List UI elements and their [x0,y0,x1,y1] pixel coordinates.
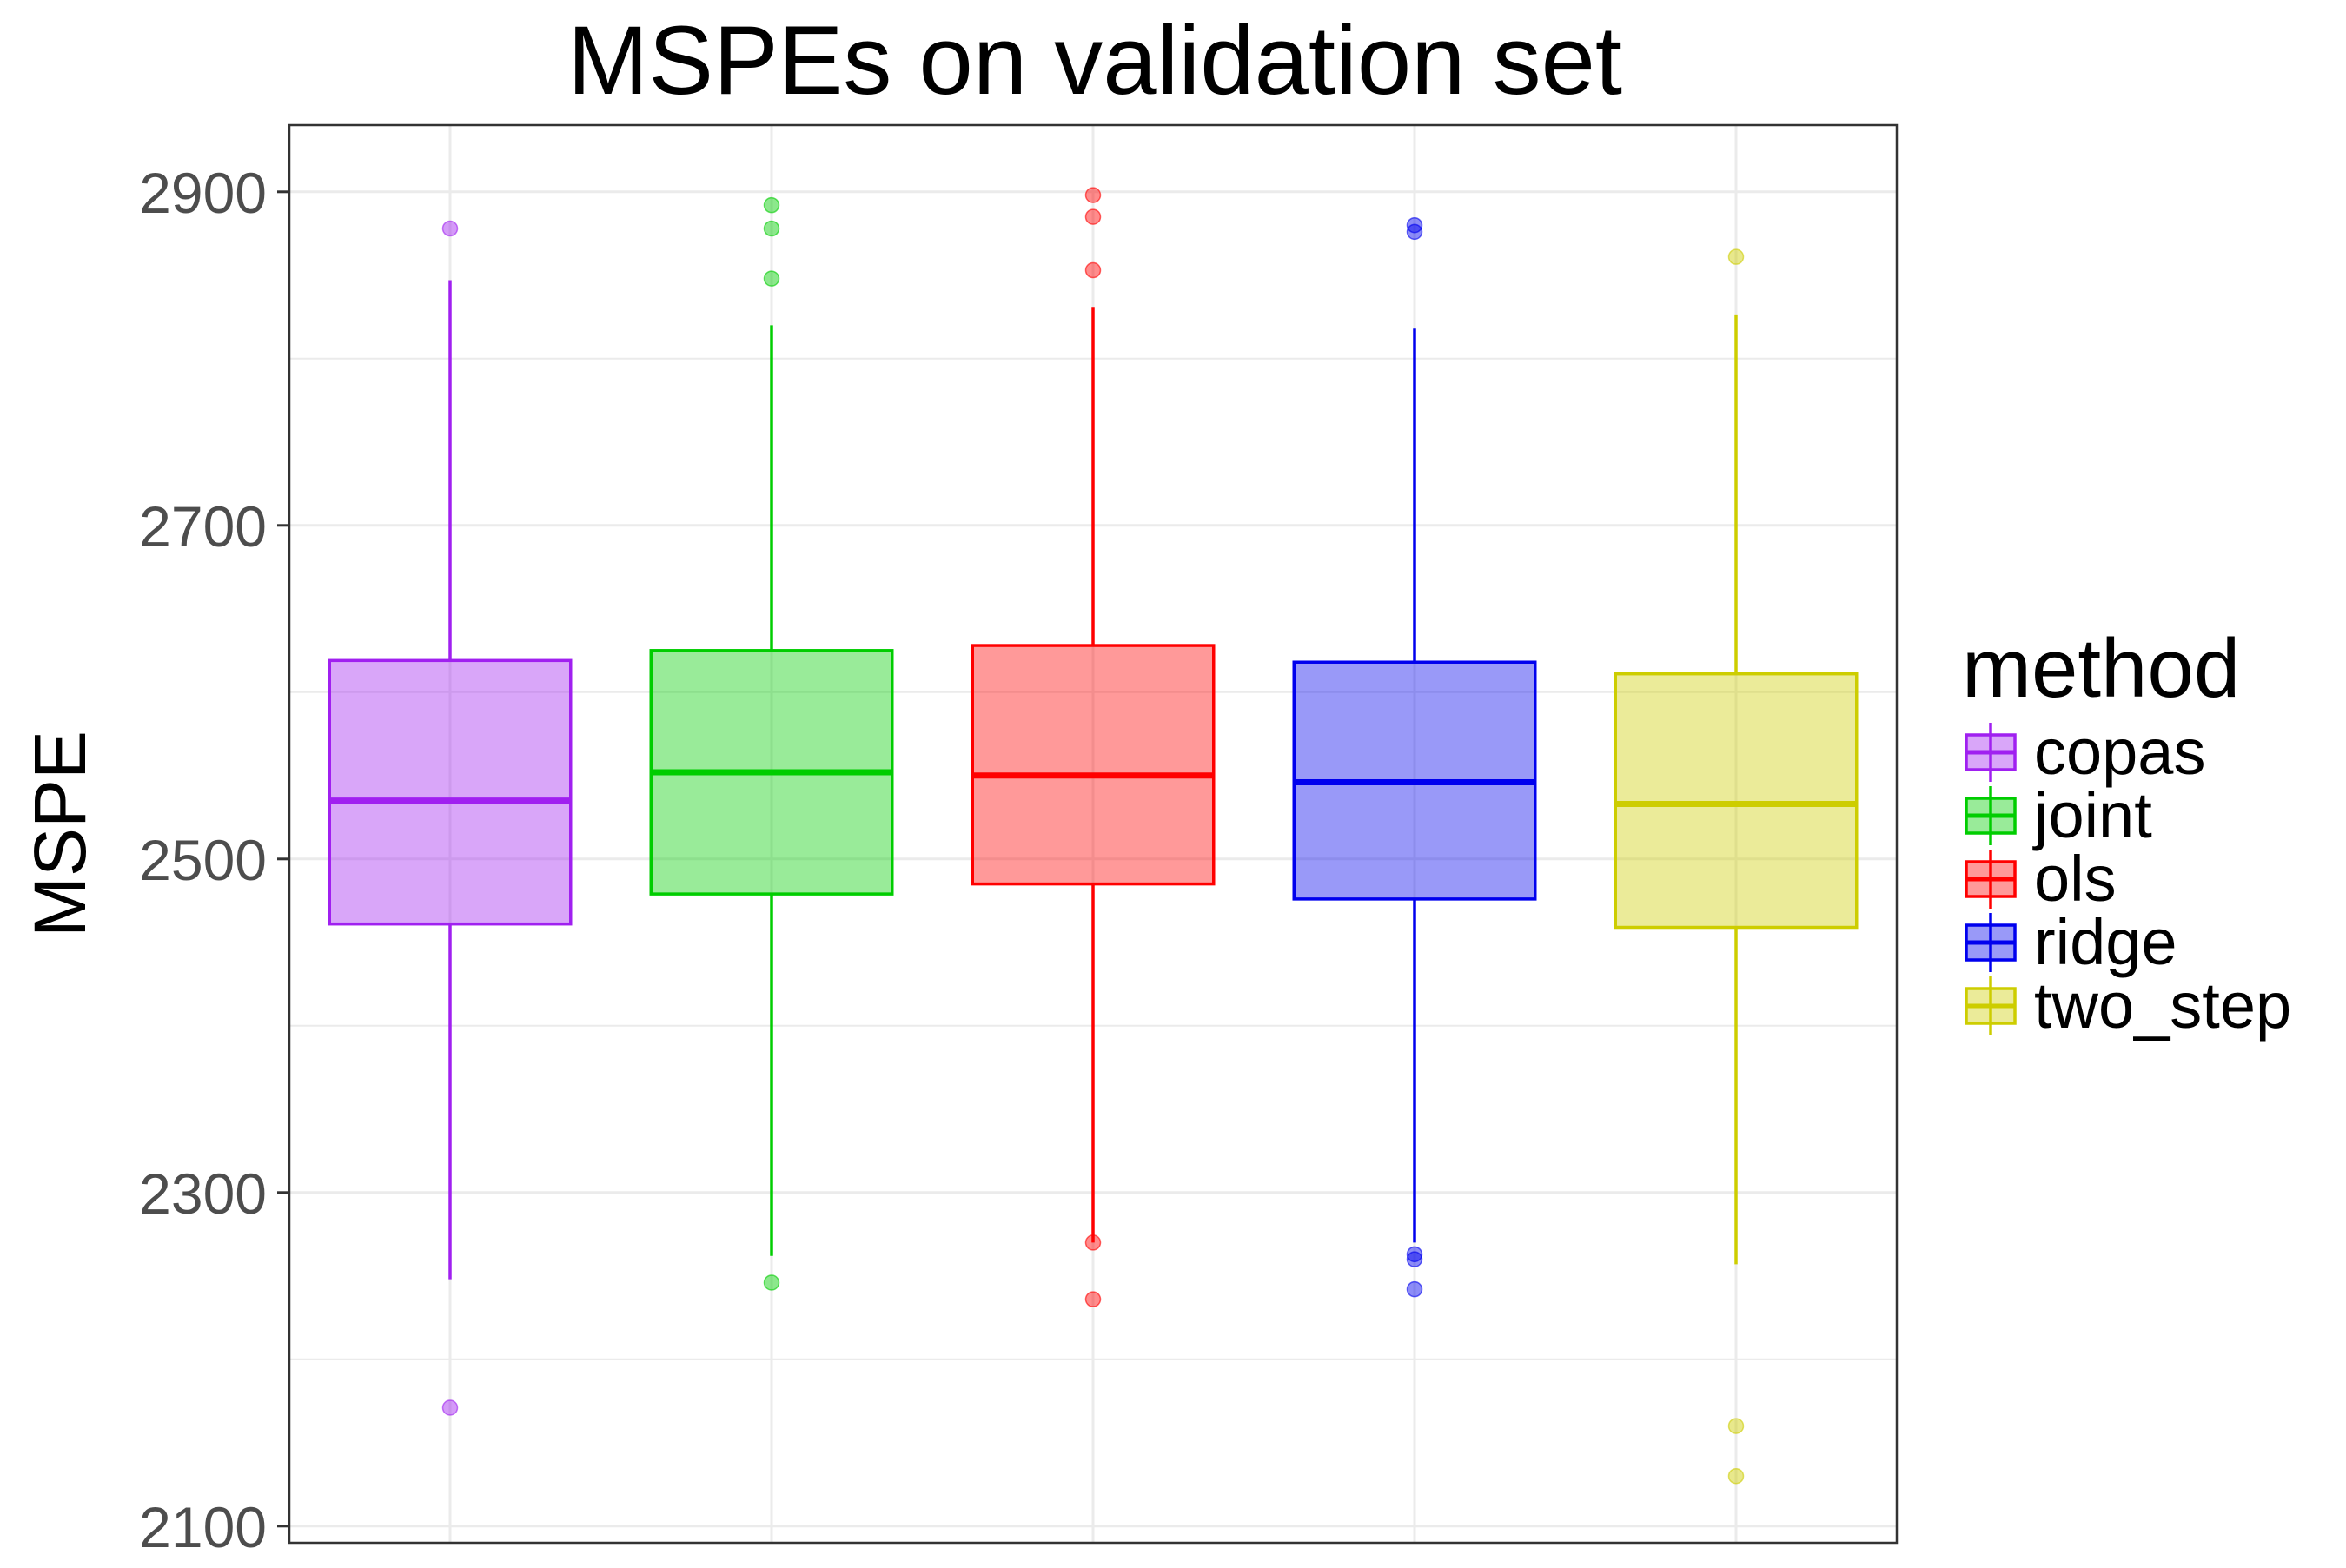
box-joint [649,196,894,1291]
y-tick-label: 2900 [139,161,267,225]
outlier-point [763,220,780,237]
box-iqr [971,644,1216,886]
y-tick-label: 2300 [139,1161,267,1226]
outlier-point [1084,208,1102,225]
outlier-point [1406,1280,1423,1298]
outlier-point [1406,1251,1423,1267]
outlier-point [1406,216,1423,234]
box-copas [328,220,573,1416]
legend-label: ols [2034,843,2117,915]
outlier-point [1406,223,1423,241]
plot-panel-border [288,123,1899,1545]
outlier-point [1727,1418,1745,1434]
box-iqr [1614,672,1859,930]
y-axis: 2100 2300 2500 2700 2900 [139,161,289,1559]
box-ridge [1292,216,1537,1298]
outlier-point [1406,1246,1423,1263]
legend-title: method [1962,622,2240,715]
legend-label: joint [2032,779,2152,851]
y-tick-label: 2100 [139,1495,267,1559]
chart-title: MSPEs on validation set [567,6,1622,115]
boxes [328,187,1859,1485]
outlier-point [441,220,459,237]
legend-label: two_step [2034,969,2291,1042]
legend-label: ridge [2034,906,2177,978]
legend-item-joint: joint [1965,779,2152,851]
outlier-point [1084,1234,1102,1251]
outlier-point [763,270,780,287]
outlier-point [763,196,780,214]
legend-item-copas: copas [1965,716,2205,788]
outlier-point [1727,248,1745,265]
box-iqr [328,658,573,926]
legend-item-ols: ols [1965,843,2117,915]
y-tick-label: 2700 [139,494,267,559]
legend-item-ridge: ridge [1965,906,2177,978]
legend-item-two_step: two_step [1965,969,2291,1042]
outlier-point [1084,187,1102,203]
y-tick-label: 2500 [139,828,267,892]
y-axis-label: MSPE [19,731,101,937]
box-two_step [1614,248,1859,1485]
outlier-point [1727,1467,1745,1485]
outlier-point [763,1274,780,1291]
legend-label: copas [2034,716,2205,788]
outlier-point [1084,1291,1102,1307]
outlier-point [441,1399,459,1416]
box-ols [971,187,1216,1307]
outlier-point [1084,261,1102,279]
